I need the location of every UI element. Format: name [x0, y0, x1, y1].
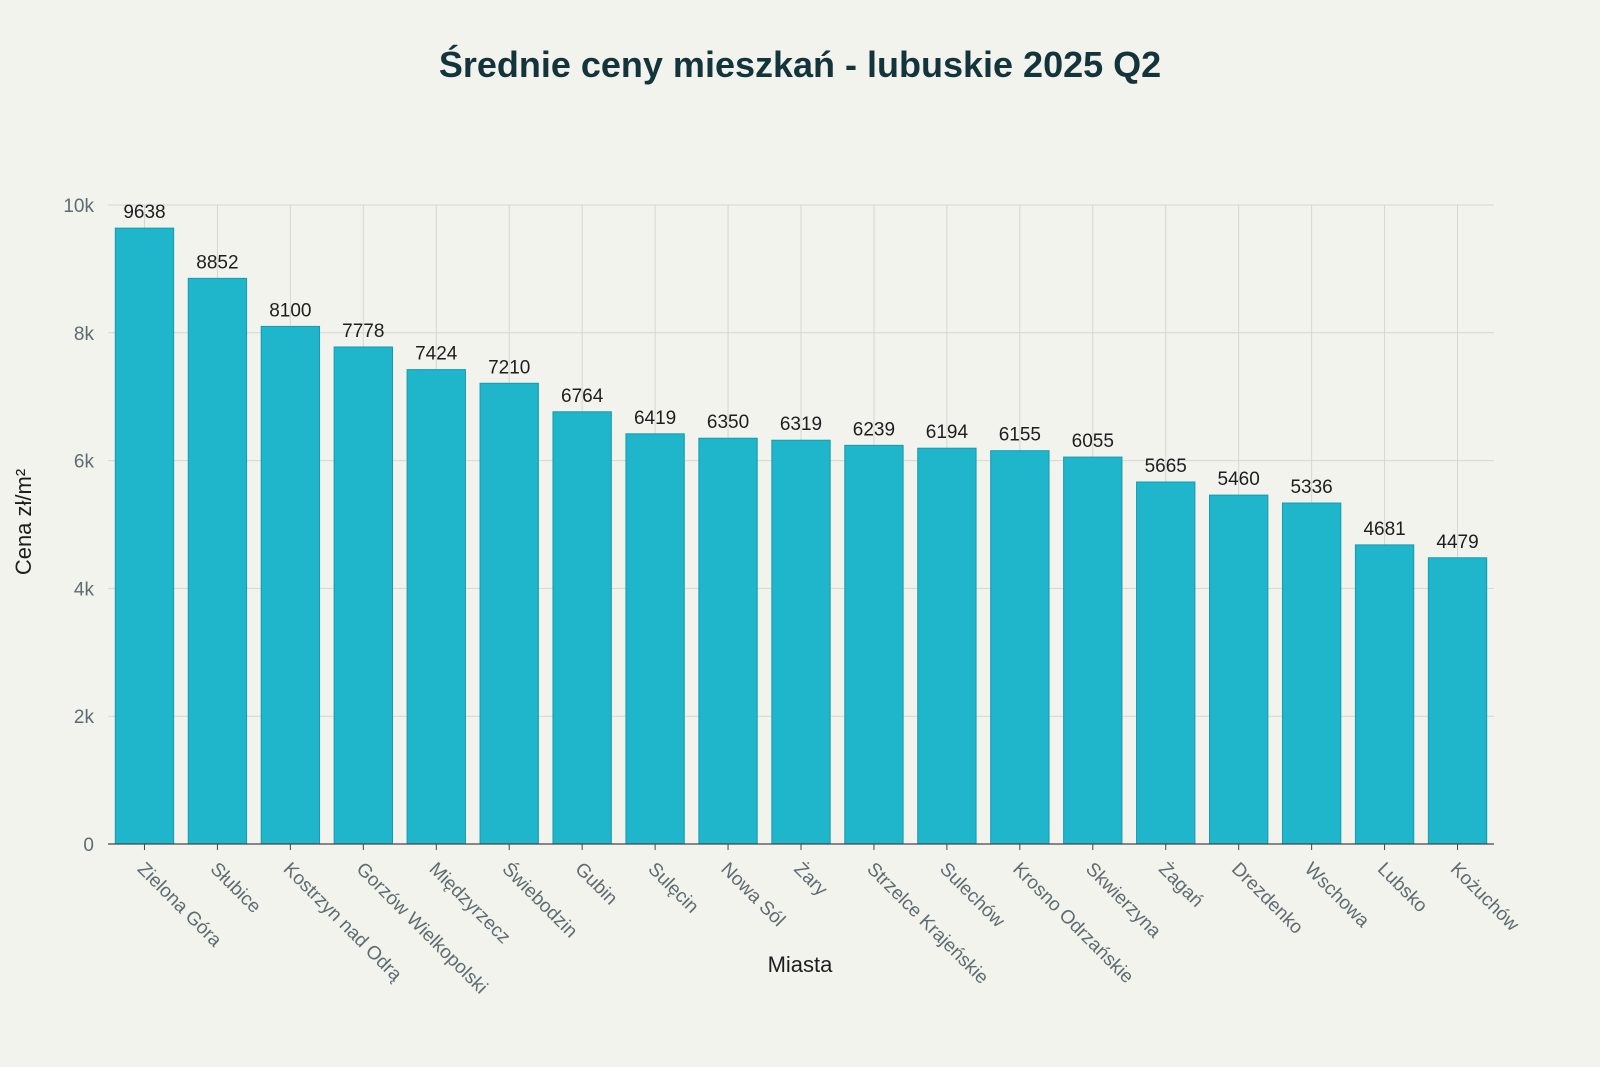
data-label: 7424 — [415, 344, 458, 365]
data-label: 6319 — [780, 414, 822, 435]
bar — [917, 447, 977, 845]
data-label: 6194 — [926, 422, 969, 443]
data-label: 6155 — [999, 425, 1041, 446]
data-label: 4479 — [1436, 532, 1478, 553]
data-label: 7778 — [342, 321, 384, 342]
data-label: 6419 — [634, 408, 676, 429]
bar — [479, 382, 539, 845]
data-label: 6764 — [561, 386, 604, 407]
x-tick-label: Gubin — [571, 859, 622, 910]
data-label: 9638 — [123, 202, 165, 223]
x-tick-label: Drezdenko — [1227, 859, 1307, 939]
y-tick-label: 0 — [83, 835, 94, 856]
data-label: 5336 — [1290, 477, 1332, 498]
x-tick-label: Krosno Odrzańskie — [1008, 859, 1137, 988]
bar — [698, 437, 758, 845]
data-label: 6055 — [1072, 431, 1114, 452]
bar — [406, 369, 466, 845]
bar — [1063, 456, 1123, 845]
x-tick-label: Sulechów — [935, 859, 1008, 932]
chart-title: Średnie ceny mieszkań - lubuskie 2025 Q2 — [438, 44, 1162, 85]
x-tick-label: Żagań — [1154, 859, 1207, 912]
bar — [187, 277, 248, 845]
data-labels: 9638 8852 8100 7778 7424 7210 6764 6419 6350 6319… — [123, 202, 1478, 553]
data-label: 8852 — [196, 252, 238, 273]
bar — [1136, 481, 1196, 845]
x-tick-label: Strzelce Krajeńskie — [862, 859, 992, 989]
bar — [1209, 494, 1269, 845]
bars — [114, 227, 1488, 845]
x-axis-title: Miasta — [768, 952, 834, 977]
data-label: 6239 — [853, 419, 895, 440]
data-label: 7210 — [488, 357, 530, 378]
bar — [1427, 557, 1488, 845]
bar — [844, 444, 904, 845]
bar — [1281, 502, 1342, 845]
bar — [771, 439, 831, 845]
data-label: 6350 — [707, 412, 749, 433]
data-label: 5460 — [1218, 469, 1260, 490]
y-tick-label: 6k — [74, 452, 95, 473]
x-tick-label: Sulęcin — [644, 859, 703, 918]
x-tick-label: Żary — [789, 859, 831, 901]
data-label: 8100 — [269, 300, 311, 321]
bar — [990, 450, 1050, 845]
bar — [625, 433, 685, 845]
x-tick-label: Słubice — [206, 859, 265, 918]
data-label: 4681 — [1363, 519, 1405, 540]
bar — [333, 346, 393, 845]
y-tick-label: 10k — [63, 196, 94, 217]
data-label: 5665 — [1145, 456, 1187, 477]
x-tick-label: Kożuchów — [1446, 859, 1523, 936]
bar — [260, 325, 321, 845]
bar — [1354, 544, 1415, 845]
bar — [114, 227, 175, 845]
x-tick-label: Wschowa — [1300, 859, 1373, 932]
x-tick-label: Lubsko — [1373, 859, 1431, 917]
y-tick-label: 8k — [74, 324, 95, 345]
bar — [552, 411, 612, 845]
x-tick-label: Gorzów Wielkopolski — [352, 859, 492, 999]
y-tick-label: 2k — [74, 707, 95, 728]
x-tick-label: Nowa Sól — [717, 859, 789, 931]
y-tick-label: 4k — [74, 579, 95, 600]
y-axis-title: Cena zł/m² — [11, 469, 36, 575]
